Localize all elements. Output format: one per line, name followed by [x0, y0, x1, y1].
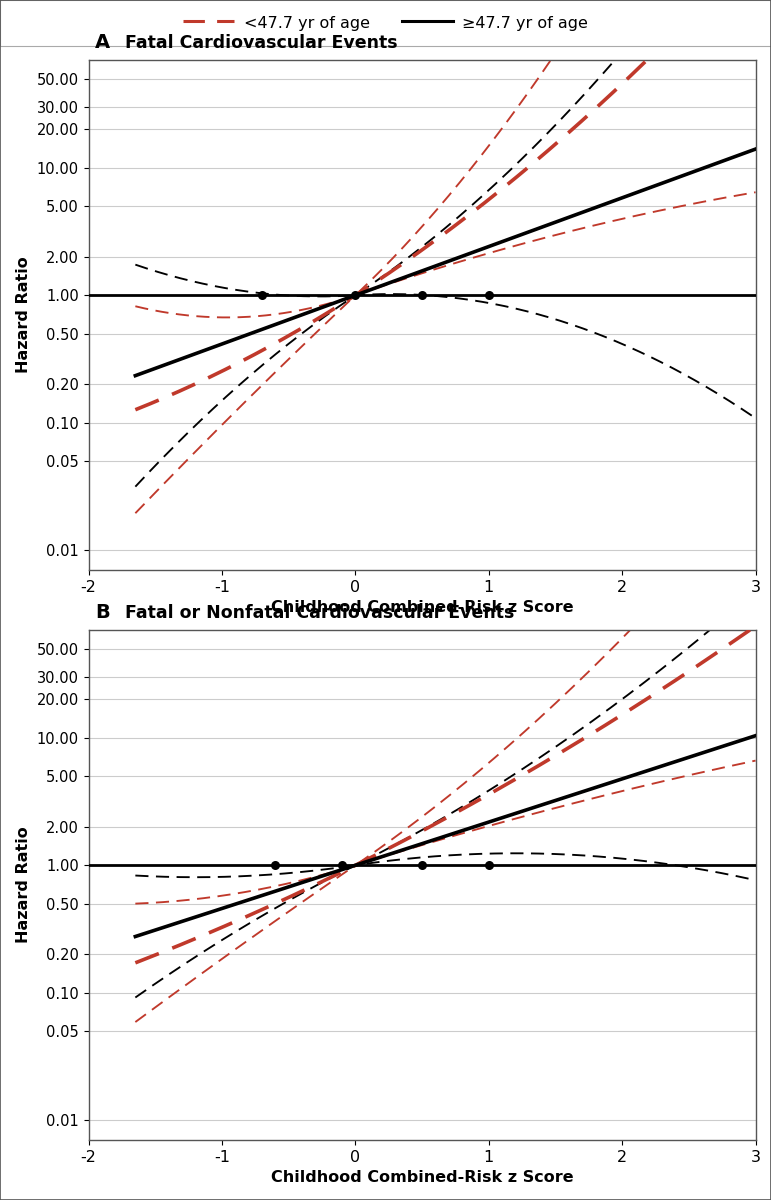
X-axis label: Childhood Combined-Risk z Score: Childhood Combined-Risk z Score	[271, 1170, 574, 1186]
Text: Fatal or Nonfatal Cardiovascular Events: Fatal or Nonfatal Cardiovascular Events	[126, 605, 515, 623]
Text: B: B	[96, 604, 110, 623]
Text: Fatal Cardiovascular Events: Fatal Cardiovascular Events	[126, 35, 398, 53]
Legend: <47.7 yr of age, ≥47.7 yr of age: <47.7 yr of age, ≥47.7 yr of age	[177, 8, 594, 37]
Y-axis label: Hazard Ratio: Hazard Ratio	[16, 827, 31, 943]
X-axis label: Childhood Combined-Risk z Score: Childhood Combined-Risk z Score	[271, 600, 574, 616]
Y-axis label: Hazard Ratio: Hazard Ratio	[16, 257, 31, 373]
Text: A: A	[96, 34, 110, 53]
